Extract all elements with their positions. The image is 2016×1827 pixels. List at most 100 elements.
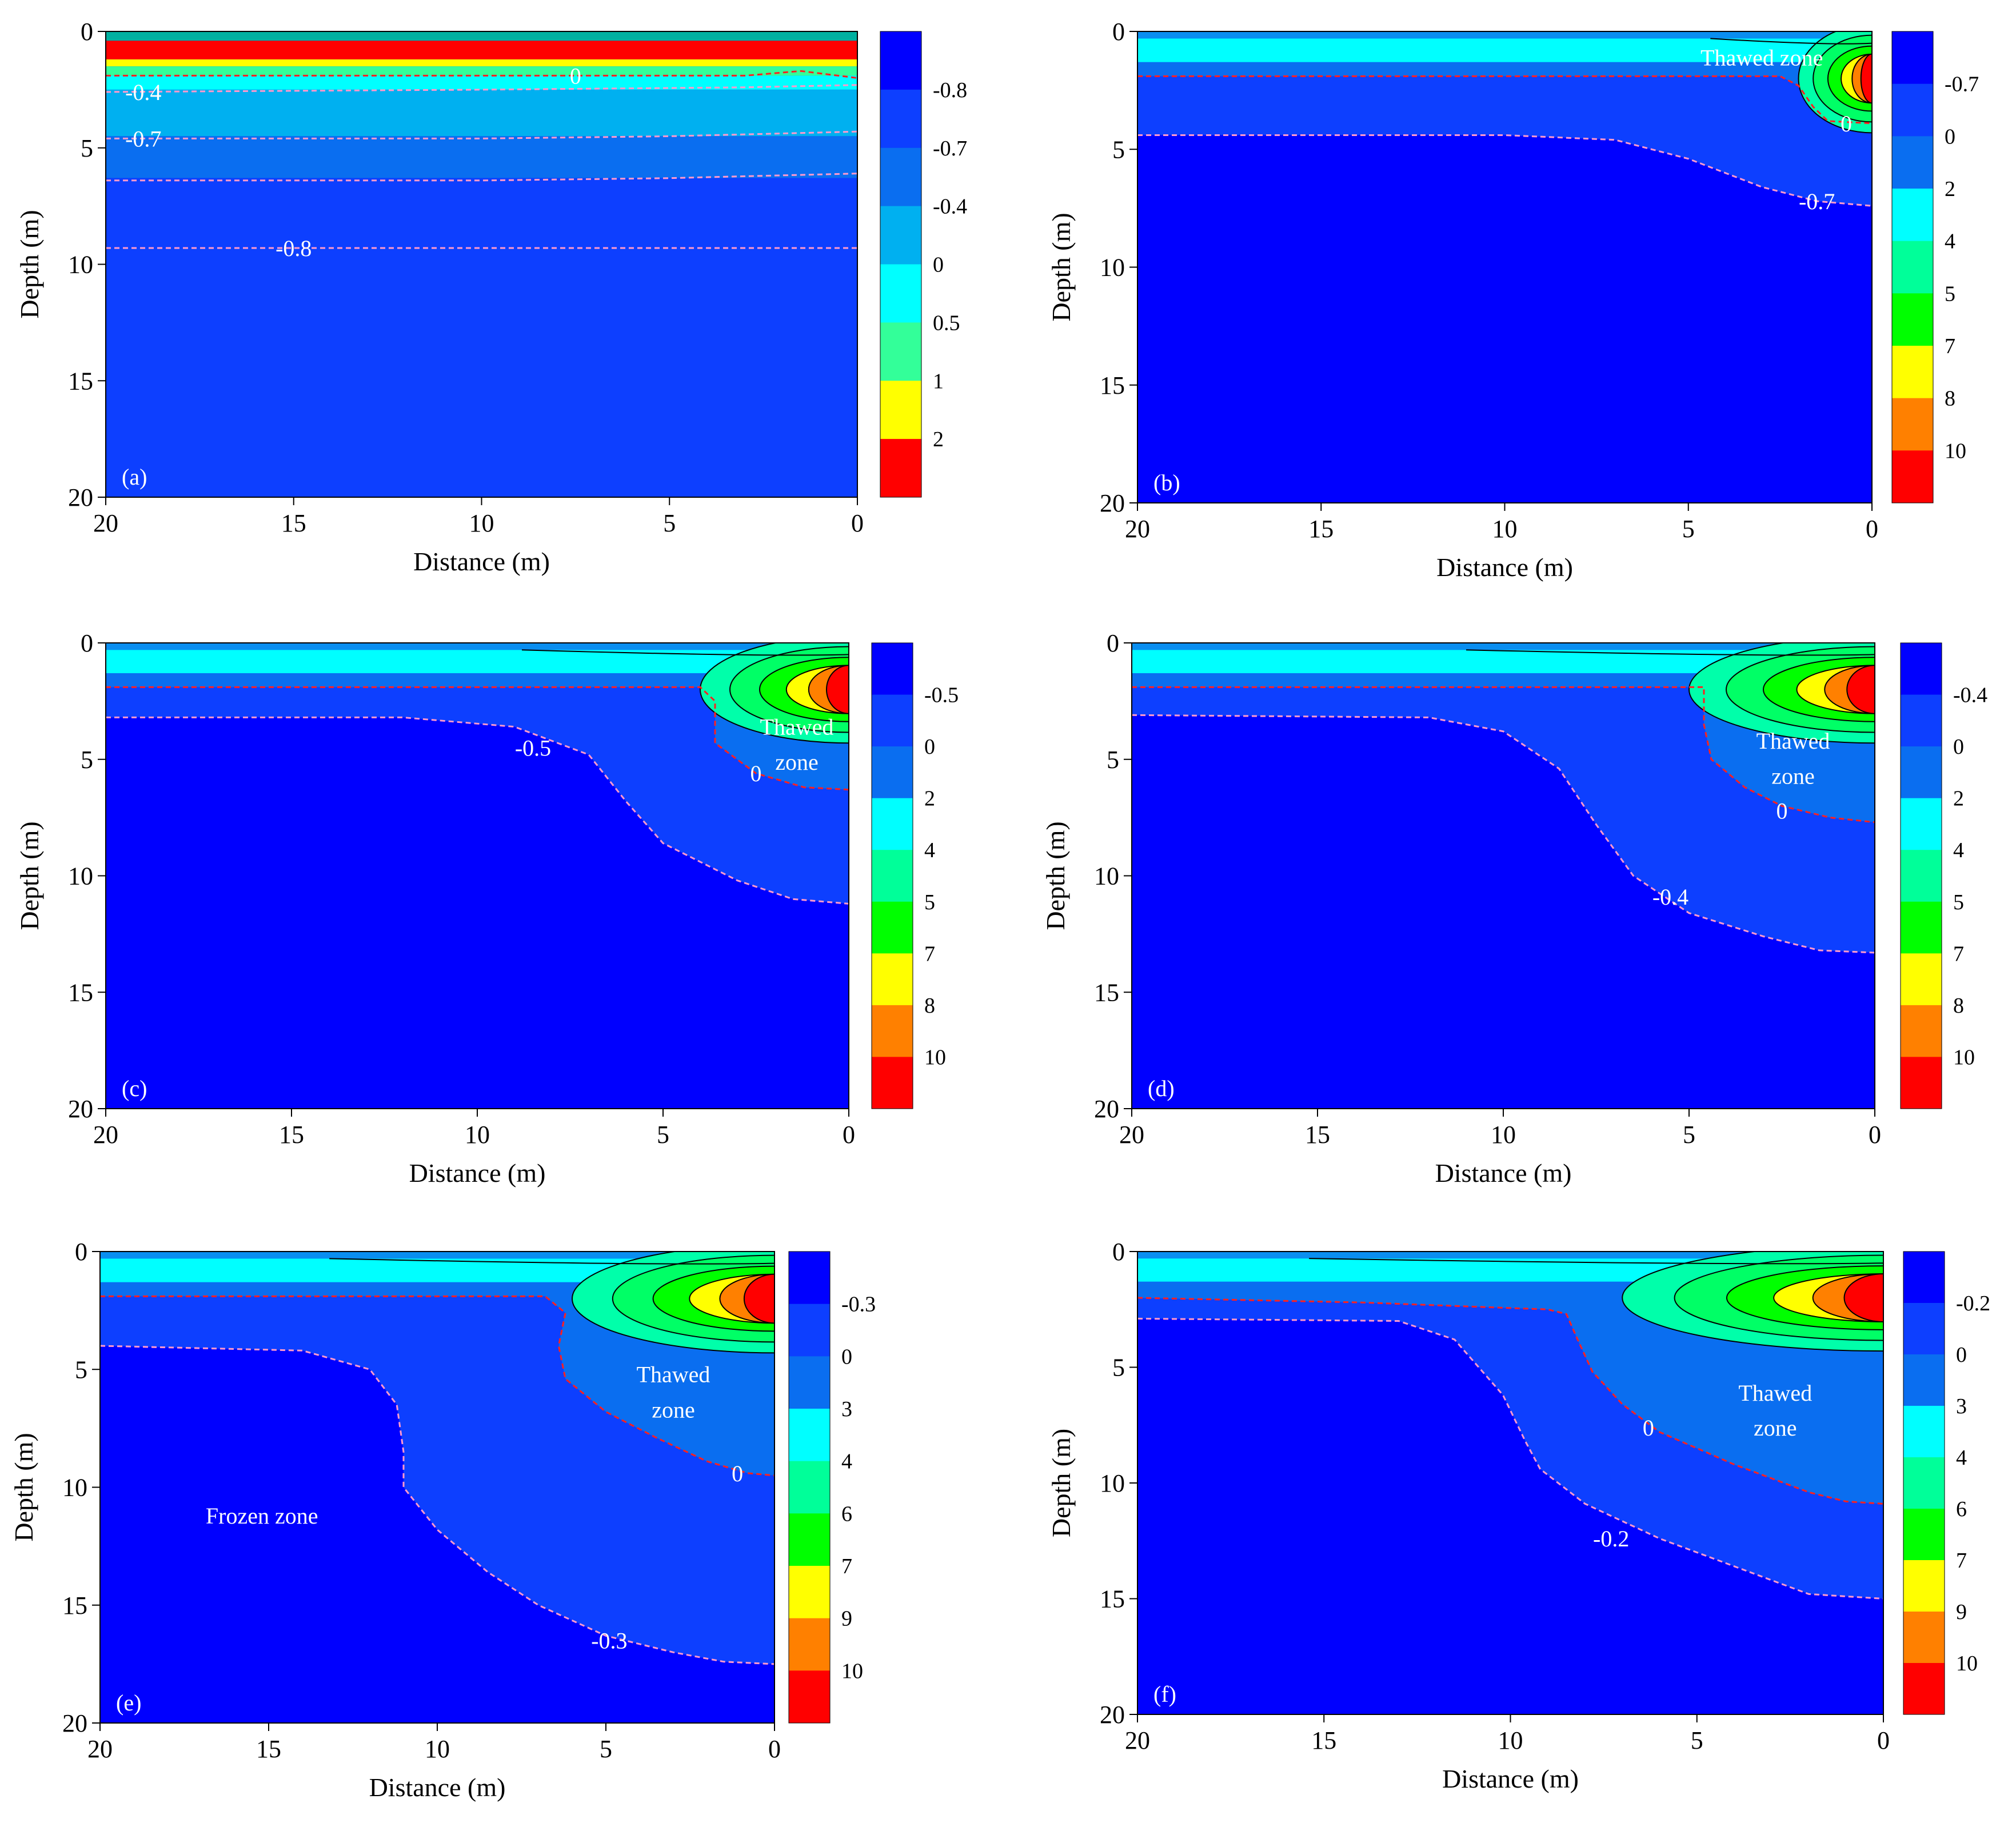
x-tick-label: 20 xyxy=(1119,1121,1144,1149)
colorbar-swatch xyxy=(1901,953,1942,1006)
colorbar-label: -0.7 xyxy=(1945,73,1979,97)
colorbar-label: 7 xyxy=(1945,334,1955,358)
x-tick-label: 0 xyxy=(851,509,864,537)
colorbar-label: 7 xyxy=(1953,942,1964,966)
colorbar-label: 10 xyxy=(1956,1652,1978,1676)
colorbar-frame xyxy=(1903,1251,1945,1715)
colorbar-label: 4 xyxy=(841,1450,852,1474)
y-tick-label: 15 xyxy=(1100,1585,1125,1613)
colorbar-label: 8 xyxy=(1953,994,1964,1018)
contour-line xyxy=(1309,1258,1883,1265)
y-tick-label: 10 xyxy=(68,862,93,890)
colorbar-label: 5 xyxy=(924,890,935,914)
plot-area: 0 -0.5 Thawed zone xyxy=(106,643,849,1109)
colorbar-label: 0 xyxy=(841,1345,852,1369)
contour-label: -0.7 xyxy=(125,126,161,151)
contour-label: 0 xyxy=(570,63,581,89)
y-tick-label: 15 xyxy=(62,1592,87,1620)
colorbar-label: 0.5 xyxy=(933,311,960,335)
colorbar: -0.8 -0.7 -0.4 0 0.5 1 2 xyxy=(880,31,967,498)
temperature-band xyxy=(106,89,857,137)
colorbar-swatch xyxy=(872,643,913,695)
colorbar-swatch xyxy=(1892,346,1933,399)
y-tick-label: 10 xyxy=(68,251,93,279)
colorbar-label: 0 xyxy=(924,735,935,759)
plot-area: 0 -0.4 Thawed zone xyxy=(1132,643,1875,1109)
y-axis-title: Depth (m) xyxy=(1047,1429,1076,1537)
colorbar-frame xyxy=(880,31,922,498)
y-tick-label: 5 xyxy=(1112,135,1125,163)
x-tick-label: 5 xyxy=(1691,1726,1703,1754)
colorbar-label: -0.5 xyxy=(924,683,959,707)
zero-isotherm xyxy=(1132,686,1875,823)
contour-label: -0.4 xyxy=(1652,884,1688,910)
colorbar: -0.5 0 2 4 5 7 8 10 xyxy=(871,642,959,1109)
panel-letter: (f) xyxy=(1153,1681,1176,1707)
x-tick-label: 0 xyxy=(1877,1726,1890,1754)
transition-region xyxy=(1132,643,1875,953)
y-tick-label: 0 xyxy=(1107,629,1119,657)
x-tick-label: 10 xyxy=(1491,1121,1516,1149)
colorbar-label: 7 xyxy=(841,1554,852,1578)
x-axis-title: Distance (m) xyxy=(1436,553,1573,582)
isotherm--0.4 xyxy=(1132,714,1875,954)
colorbar-swatch xyxy=(789,1618,830,1671)
x-tick-label: 10 xyxy=(1492,515,1518,543)
colorbar-label: 4 xyxy=(924,838,935,862)
contour-line xyxy=(1710,38,1872,45)
colorbar-swatch xyxy=(872,901,913,954)
colorbar-label: -0.3 xyxy=(841,1293,876,1317)
y-axis-title: Depth (m) xyxy=(1047,213,1076,321)
y-tick-label: 0 xyxy=(75,1238,87,1266)
colorbar-swatch xyxy=(880,381,921,439)
x-tick-label: 10 xyxy=(425,1735,450,1763)
colorbar-label: -0.4 xyxy=(1953,683,1987,707)
hotspot-lobe xyxy=(1846,665,1875,714)
colorbar-swatch xyxy=(1903,1509,1945,1561)
temperature-band xyxy=(106,59,857,67)
x-tick-label: 20 xyxy=(1125,1726,1150,1754)
contour-line xyxy=(329,1258,775,1265)
x-tick-label: 15 xyxy=(256,1735,281,1763)
colorbar-label: 9 xyxy=(1956,1600,1967,1624)
zone-annotation: zone xyxy=(775,749,819,775)
colorbar-label: 8 xyxy=(1945,387,1955,411)
colorbar-swatch xyxy=(880,206,921,265)
plot-area: 0 -0.7 Thawed zone xyxy=(1137,31,1872,503)
temperature-band xyxy=(106,41,857,59)
panel-letter: (c) xyxy=(122,1076,147,1101)
y-tick-label: 20 xyxy=(62,1709,87,1737)
x-tick-label: 10 xyxy=(1498,1726,1523,1754)
colorbar-swatch xyxy=(1903,1612,1945,1664)
x-tick-label: 15 xyxy=(1308,515,1334,543)
zero-isotherm xyxy=(106,70,857,79)
y-tick-label: 5 xyxy=(1107,746,1119,774)
x-tick-label: 0 xyxy=(768,1735,781,1763)
colorbar-swatch xyxy=(789,1304,830,1357)
x-tick-label: 20 xyxy=(87,1735,113,1763)
colorbar-swatch xyxy=(1901,1005,1942,1057)
shallow-layer xyxy=(1137,38,1872,62)
y-axis-title: Depth (m) xyxy=(1041,821,1070,930)
colorbar-swatch xyxy=(872,798,913,850)
colorbar-swatch xyxy=(1892,189,1933,242)
hotspot-lobe xyxy=(1860,53,1872,104)
panel-letter: (e) xyxy=(116,1690,141,1716)
colorbar-label: -0.4 xyxy=(933,195,967,219)
colorbar-label: 9 xyxy=(841,1607,852,1631)
x-tick-label: 15 xyxy=(1311,1726,1336,1754)
hotspot-lobe xyxy=(743,1273,775,1324)
zone-annotation: Thawed xyxy=(1756,728,1830,754)
panel-letter: (a) xyxy=(122,464,147,490)
colorbar-swatch xyxy=(1903,1303,1945,1355)
colorbar-label: 0 xyxy=(1956,1343,1967,1367)
y-tick-label: 20 xyxy=(68,1095,93,1123)
colorbar-swatch xyxy=(1901,798,1942,850)
colorbar-swatch xyxy=(789,1566,830,1619)
colorbar-label: 5 xyxy=(1953,890,1964,914)
plot-area: -0.4 -0.7 -0.8 0 xyxy=(106,31,857,497)
colorbar-frame xyxy=(1900,642,1942,1109)
x-tick-label: 0 xyxy=(1866,515,1878,543)
colorbar-label: 10 xyxy=(1945,439,1966,463)
y-tick-label: 20 xyxy=(68,483,93,511)
